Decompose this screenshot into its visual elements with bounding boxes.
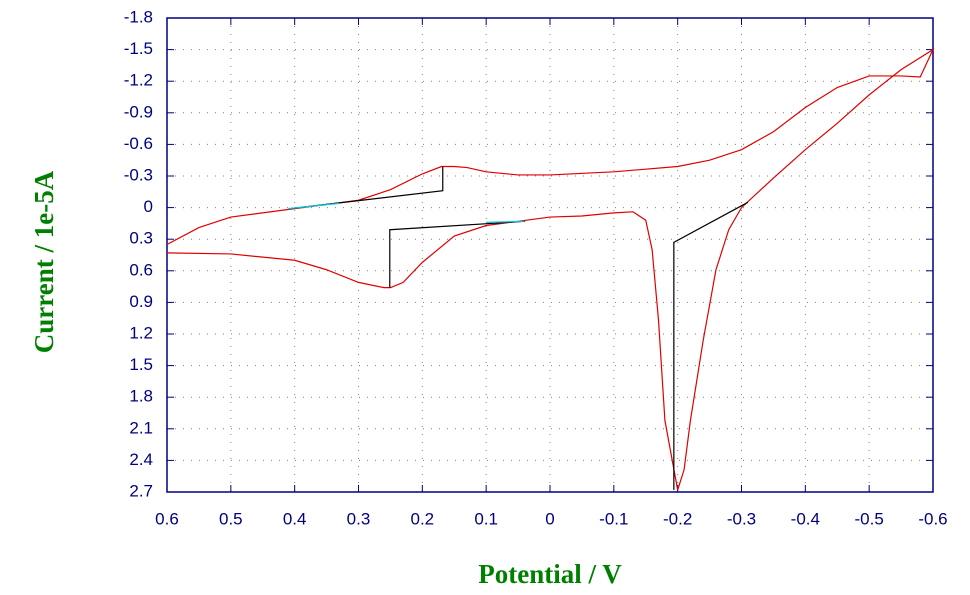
- y-tick-label: 1.8: [129, 387, 153, 406]
- x-tick-label: 0.3: [347, 509, 371, 528]
- x-tick-label: 0.4: [283, 509, 307, 528]
- x-tick-label: -0.6: [918, 509, 947, 528]
- data-line: [166, 48, 935, 491]
- y-tick-label: 1.2: [129, 323, 153, 342]
- x-tick-label: 0.6: [155, 509, 179, 528]
- y-tick-label: 0.3: [129, 229, 153, 248]
- x-tick-label: -0.1: [599, 509, 628, 528]
- y-tick-label: 2.1: [129, 418, 153, 437]
- y-tick-label: 0.6: [129, 260, 153, 279]
- x-tick-label: 0.1: [474, 509, 498, 528]
- y-tick-label: 1.5: [129, 355, 153, 374]
- y-tick-label: -1.5: [124, 39, 153, 58]
- y-tick-label: 0: [144, 197, 153, 216]
- x-tick-label: -0.2: [663, 509, 692, 528]
- y-tick-label: 2.7: [129, 481, 153, 500]
- y-tick-label: -1.2: [124, 71, 153, 90]
- y-tick-label: 2.4: [129, 450, 153, 469]
- y-tick-label: -0.9: [124, 102, 153, 121]
- x-tick-label: -0.3: [727, 509, 756, 528]
- x-tick-label: 0.2: [411, 509, 435, 528]
- x-tick-label: 0.5: [219, 509, 243, 528]
- data-line: [290, 166, 749, 490]
- plot-frame: [166, 17, 934, 493]
- x-tick-label: -0.5: [855, 509, 884, 528]
- x-tick-label: 0: [545, 509, 554, 528]
- y-tick-label: 0.9: [129, 292, 153, 311]
- x-tick-label: -0.4: [791, 509, 820, 528]
- y-tick-label: -0.3: [124, 165, 153, 184]
- y-axis-title: Current / 1e-5A: [29, 170, 59, 353]
- y-tick-label: -0.6: [124, 134, 153, 153]
- y-tick-label: -1.8: [124, 7, 153, 26]
- data-line: [288, 202, 525, 223]
- x-axis-title: Potential / V: [478, 559, 622, 589]
